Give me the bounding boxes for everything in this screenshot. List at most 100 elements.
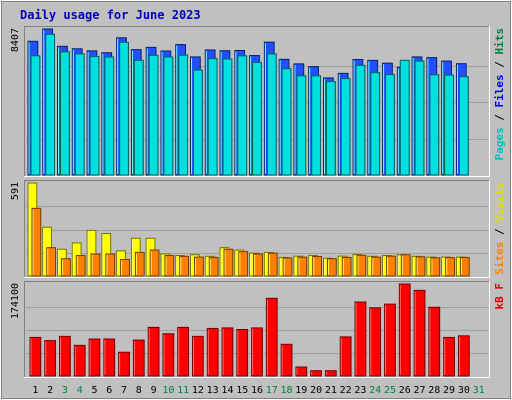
bar-sites-day-27 [415, 256, 426, 277]
bar-sites-day-29 [445, 257, 455, 277]
bar-sites-day-28 [430, 257, 441, 277]
bar-files-front-day-12 [193, 69, 203, 176]
bar-kb-f-day-15 [236, 329, 249, 377]
bar-sites-day-11 [179, 255, 190, 277]
bar-sites-day-20 [312, 255, 322, 277]
legend-entry: Sites [493, 242, 506, 275]
bar-sites-day-26 [400, 254, 411, 277]
x-tick-label-day-17: 17 [266, 385, 278, 396]
bar-kb-f-day-10 [162, 333, 175, 377]
bar-sites-day-8 [134, 251, 145, 277]
bar-files-front-day-18 [281, 68, 292, 176]
legend-middle: Sites / Visits [493, 182, 506, 275]
x-tick-label-day-28: 28 [428, 385, 440, 396]
x-tick-label-day-16: 16 [251, 385, 263, 396]
x-tick-label-day-31: 31 [473, 385, 485, 396]
x-tick-label-day-8: 8 [136, 385, 142, 396]
bar-files-front-day-30 [458, 76, 469, 176]
bar-sites-day-7 [120, 258, 130, 277]
bar-kb-f-day-12 [192, 335, 204, 377]
bar-files-front-day-11 [178, 54, 189, 176]
bar-sites-day-18 [282, 257, 293, 277]
bar-files-front-day-9 [148, 54, 159, 176]
bar-sites-day-13 [208, 256, 219, 277]
bar-kb-f-day-4 [73, 344, 86, 377]
x-tick-label-day-19: 19 [295, 385, 307, 396]
bar-kb-f-day-14 [221, 327, 234, 377]
bar-kb-f-day-19 [295, 366, 308, 377]
bar-files-front-day-17 [266, 53, 277, 176]
bar-kb-f-day-20 [310, 370, 322, 377]
bar-kb-f-day-21 [324, 370, 337, 377]
bar-sites-day-30 [459, 256, 470, 277]
x-tick-label-day-18: 18 [281, 385, 293, 396]
x-tick-label-day-20: 20 [310, 385, 322, 396]
bar-kb-f-day-28 [428, 306, 441, 377]
bar-files-front-day-27 [414, 60, 425, 176]
bar-files-front-day-15 [237, 55, 248, 176]
bar-files-front-day-24 [370, 72, 381, 176]
x-tick-label-day-21: 21 [325, 385, 337, 396]
bar-files-front-day-22 [340, 78, 351, 176]
legend-entry: / [493, 108, 506, 128]
y-max-label: 174100 [10, 283, 21, 319]
bar-sites-day-1 [31, 207, 42, 277]
bar-kb-f-day-17 [265, 297, 278, 377]
x-tick-label-day-23: 23 [354, 385, 366, 396]
bar-files-front-day-7 [119, 41, 129, 176]
bar-kb-f-day-29 [443, 336, 455, 377]
panel-1: 8407 Pages / Files / Hits [10, 26, 506, 177]
x-tick-label-day-15: 15 [236, 385, 248, 396]
bar-files-front-day-8 [133, 59, 144, 176]
legend-bottom: kB F [493, 283, 506, 310]
bar-files-front-day-21 [325, 81, 336, 176]
bar-files-front-day-25 [385, 74, 395, 176]
x-tick-label-day-29: 29 [443, 385, 455, 396]
bar-kb-f-day-26 [398, 283, 411, 377]
bar-sites-day-5 [90, 253, 101, 277]
x-tick-label-day-3: 3 [62, 385, 68, 396]
bar-files-front-day-20 [311, 75, 321, 176]
bar-kb-f-day-9 [147, 326, 160, 377]
panel-3: 174100 kB F [10, 281, 506, 378]
bar-kb-f-day-23 [354, 301, 367, 377]
bar-sites-day-2 [46, 247, 57, 277]
bar-files-front-day-6 [104, 56, 115, 176]
bar-sites-day-17 [267, 252, 278, 277]
bar-kb-f-day-18 [280, 343, 293, 377]
bar-kb-f-day-8 [132, 339, 145, 377]
bar-files-front-day-13 [207, 58, 218, 176]
legend-entry: / [493, 222, 506, 242]
bar-sites-day-21 [326, 258, 337, 277]
bar-sites-day-23 [356, 254, 367, 277]
bar-sites-day-24 [371, 256, 382, 277]
legend-entry: Files [493, 74, 506, 107]
x-tick-label-day-1: 1 [32, 385, 38, 396]
y-max-label: 8407 [10, 28, 21, 52]
x-tick-label-day-12: 12 [192, 385, 204, 396]
bar-files-front-day-29 [444, 74, 454, 176]
bar-sites-day-19 [297, 256, 308, 277]
bar-kb-f-day-22 [339, 336, 352, 377]
bar-sites-day-9 [149, 249, 160, 277]
bar-sites-day-15 [238, 251, 249, 277]
x-tick-label-day-27: 27 [413, 385, 425, 396]
bar-files-front-day-10 [163, 56, 174, 176]
bar-files-front-day-28 [429, 74, 440, 176]
bar-kb-f-day-25 [384, 303, 396, 377]
bar-sites-day-25 [386, 255, 396, 277]
bar-kb-f-day-11 [177, 326, 190, 377]
x-tick-label-day-26: 26 [399, 385, 411, 396]
bar-kb-f-day-7 [118, 351, 130, 377]
bar-sites-day-4 [75, 255, 86, 277]
bar-sites-day-14 [223, 248, 234, 277]
bar-files-front-day-19 [296, 75, 307, 176]
bar-kb-f-day-27 [413, 289, 426, 377]
bar-sites-day-12 [194, 256, 204, 277]
x-tick-label-day-4: 4 [77, 385, 83, 396]
bar-files-front-day-23 [355, 64, 366, 176]
bar-kb-f-day-1 [29, 336, 42, 377]
x-tick-label-day-9: 9 [151, 385, 157, 396]
bar-files-front-day-3 [60, 51, 70, 176]
